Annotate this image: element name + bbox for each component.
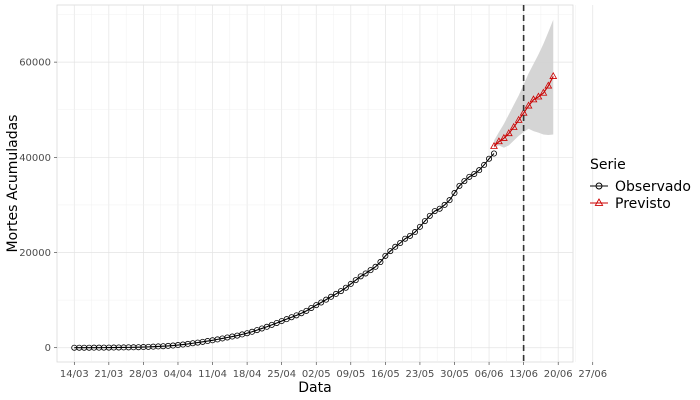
series-observado-point bbox=[328, 293, 335, 300]
series-observado-point bbox=[293, 312, 300, 319]
series-observado-point bbox=[486, 155, 493, 162]
series-layer bbox=[71, 71, 558, 351]
x-tick-label: 11/04 bbox=[198, 369, 227, 380]
x-tick-label: 06/06 bbox=[475, 369, 504, 380]
x-tick-label: 13/06 bbox=[509, 369, 538, 380]
x-tick-label: 09/05 bbox=[336, 369, 365, 380]
prediction-interval bbox=[493, 19, 554, 148]
series-previsto-point bbox=[495, 137, 503, 145]
series-observado-point bbox=[303, 307, 310, 314]
series-observado-point bbox=[407, 232, 414, 239]
x-tick-label: 02/05 bbox=[302, 369, 331, 380]
series-observado-point bbox=[308, 304, 315, 311]
series-previsto-point bbox=[499, 133, 508, 141]
series-observado-point bbox=[382, 252, 389, 259]
series-observado-point bbox=[367, 267, 374, 274]
series-observado-point bbox=[402, 235, 409, 242]
series-observado-point bbox=[471, 170, 478, 177]
series-observado-point bbox=[283, 316, 290, 323]
series-observado-point bbox=[490, 150, 497, 157]
legend-key-circle bbox=[595, 182, 603, 190]
series-observado-point bbox=[421, 218, 428, 225]
plot-panel bbox=[56, 4, 574, 363]
x-tick-label: 14/03 bbox=[60, 369, 89, 380]
legend-label: Previsto bbox=[615, 196, 671, 212]
series-observado-point bbox=[332, 290, 339, 297]
series-observado-point bbox=[288, 314, 295, 321]
series-observado-point bbox=[387, 248, 394, 255]
series-observado-point bbox=[411, 229, 418, 236]
series-previsto-point bbox=[524, 101, 533, 109]
series-observado-point bbox=[298, 310, 305, 317]
series-observado-point bbox=[278, 318, 285, 325]
x-tick-label: 21/03 bbox=[94, 369, 123, 380]
series-previsto-point bbox=[549, 71, 558, 79]
x-tick-label: 16/05 bbox=[371, 369, 400, 380]
series-observado-point bbox=[436, 205, 443, 212]
series-observado-point bbox=[441, 201, 448, 208]
legend-key-triangle bbox=[594, 198, 604, 206]
y-axis-title: Mortes Acumuladas bbox=[5, 115, 21, 253]
y-tick-label: 40000 bbox=[19, 153, 51, 164]
series-observado-point bbox=[337, 288, 344, 295]
series-observado-point bbox=[426, 212, 433, 219]
series-observado-point bbox=[431, 208, 438, 215]
series-observado-point bbox=[416, 223, 423, 230]
x-tick-label: 20/06 bbox=[544, 369, 573, 380]
series-observado-point bbox=[461, 178, 468, 185]
x-tick-label: 27/06 bbox=[578, 369, 607, 380]
series-observado-point bbox=[377, 259, 384, 266]
series-observado-point bbox=[392, 243, 399, 250]
series-observado-point bbox=[357, 273, 364, 280]
series-observado-point bbox=[268, 321, 275, 328]
y-tick-label: 0 bbox=[45, 343, 51, 354]
series-observado-point bbox=[481, 161, 488, 168]
x-tick-label: 30/05 bbox=[440, 369, 469, 380]
series-observado-point bbox=[318, 299, 325, 306]
series-previsto-line bbox=[493, 76, 554, 147]
y-tick-label: 20000 bbox=[19, 248, 51, 259]
x-axis-ticks: 14/03 21/03 28/03 04/04 11/04 18/04 25/04 02/05… bbox=[60, 362, 607, 380]
legend-title: Serie bbox=[590, 157, 626, 173]
x-tick-label: 28/03 bbox=[129, 369, 158, 380]
x-axis-title: Data bbox=[298, 380, 331, 396]
series-observado-point bbox=[273, 319, 280, 326]
series-observado-point bbox=[263, 323, 270, 330]
series-observado-point bbox=[352, 277, 359, 284]
series-previsto-point bbox=[490, 141, 498, 149]
series-observado-point bbox=[456, 182, 463, 189]
series-observado-point bbox=[347, 280, 354, 287]
series-previsto-point bbox=[514, 115, 523, 123]
series-observado-point bbox=[476, 167, 483, 174]
y-axis-ticks: 0 20000 40000 60000 bbox=[19, 58, 57, 354]
y-tick-label: 60000 bbox=[19, 58, 51, 69]
x-tick-label: 23/05 bbox=[406, 369, 435, 380]
series-observado-point bbox=[372, 263, 379, 270]
series-previsto-point bbox=[544, 81, 553, 89]
series-observado-point bbox=[342, 284, 349, 291]
legend-label: Observado bbox=[615, 179, 691, 195]
prediction-interval-band bbox=[493, 19, 554, 148]
series-observado-point bbox=[397, 239, 404, 246]
series-observado-point bbox=[466, 173, 473, 180]
series-previsto-point bbox=[534, 92, 543, 100]
x-tick-label: 25/04 bbox=[267, 369, 296, 380]
series-previsto-point bbox=[504, 129, 513, 137]
series-observado-point bbox=[446, 197, 453, 204]
series-previsto-point bbox=[509, 122, 518, 130]
series-observado-point bbox=[323, 296, 330, 303]
x-tick-label: 18/04 bbox=[233, 369, 262, 380]
series-observado-point bbox=[362, 270, 369, 277]
series-previsto-point bbox=[539, 88, 548, 96]
series-observado-point bbox=[451, 190, 458, 197]
x-tick-label: 04/04 bbox=[164, 369, 193, 380]
plot-background bbox=[56, 4, 574, 363]
series-observado-point bbox=[313, 302, 320, 309]
